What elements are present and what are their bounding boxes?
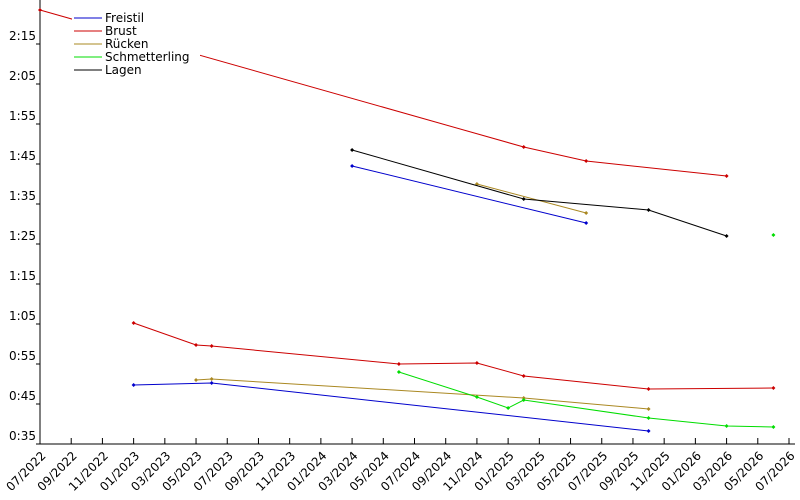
- data-point: [194, 343, 199, 347]
- data-point: [646, 387, 651, 391]
- data-point: [474, 361, 479, 365]
- data-point: [506, 406, 511, 410]
- data-point: [209, 381, 214, 385]
- data-point: [771, 386, 776, 390]
- data-point: [194, 378, 199, 382]
- data-point: [396, 370, 401, 374]
- y-tick-label: 0:55: [9, 349, 36, 363]
- data-point: [771, 425, 776, 429]
- y-tick-label: 1:25: [9, 229, 36, 243]
- y-tick-label: 1:05: [9, 309, 36, 323]
- data-point: [771, 233, 776, 237]
- series-line: [196, 378, 649, 410]
- legend-label: Rücken: [105, 37, 149, 51]
- data-point: [209, 377, 214, 381]
- series-line: [398, 371, 774, 428]
- data-point: [646, 429, 651, 433]
- data-point: [350, 148, 355, 152]
- legend-label: Brust: [105, 24, 137, 38]
- data-point: [350, 164, 355, 168]
- data-point: [521, 197, 526, 201]
- data-point: [724, 234, 729, 238]
- y-tick-label: 1:15: [9, 269, 36, 283]
- data-point: [38, 8, 42, 12]
- data-point: [521, 374, 526, 378]
- y-tick-label: 1:35: [9, 189, 36, 203]
- legend-label: Freistil: [105, 11, 144, 25]
- data-point: [646, 407, 651, 411]
- data-point: [646, 416, 651, 420]
- data-point: [521, 145, 526, 149]
- y-tick-label: 1:55: [9, 109, 36, 123]
- y-tick-label: 0:45: [9, 389, 36, 403]
- series-line: [133, 322, 774, 390]
- y-tick-label: 0:35: [9, 429, 36, 443]
- data-point: [131, 321, 136, 325]
- series-line: [351, 165, 587, 224]
- series-line: [39, 9, 727, 177]
- series-line: [351, 149, 727, 237]
- data-point: [131, 383, 136, 387]
- y-tick-label: 1:45: [9, 149, 36, 163]
- legend-label: Schmetterling: [105, 50, 190, 64]
- data-point: [209, 344, 214, 348]
- legend-label: Lagen: [105, 63, 142, 77]
- data-point: [521, 398, 526, 402]
- data-point: [646, 208, 651, 212]
- data-point: [474, 395, 479, 399]
- data-point: [396, 362, 401, 366]
- data-point: [724, 174, 729, 178]
- data-point: [584, 221, 589, 225]
- series-line: [476, 183, 587, 214]
- data-point: [724, 424, 729, 428]
- y-tick-label: 2:05: [9, 69, 36, 83]
- data-point: [584, 159, 589, 163]
- y-tick-label: 2:15: [9, 29, 36, 43]
- data-point: [584, 211, 589, 215]
